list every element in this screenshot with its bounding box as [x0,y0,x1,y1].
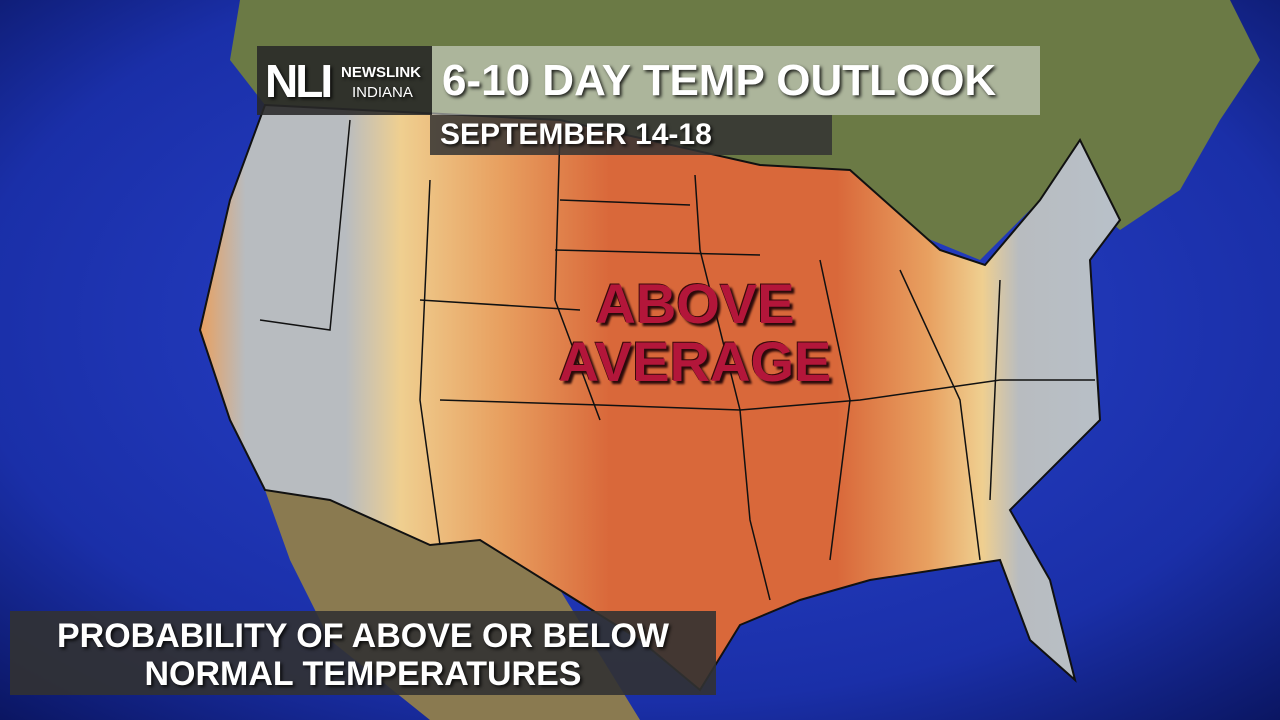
logo-line1: NEWSLINK [341,64,421,81]
label-line-1: ABOVE [595,272,795,335]
logo-initials: NLI [265,55,333,107]
footer-line-2: NORMAL TEMPERATURES [144,655,582,693]
page-title: 6-10 DAY TEMP OUTLOOK [432,46,1040,115]
logo-line2: INDIANA [352,84,413,101]
date-range: SEPTEMBER 14-18 [430,115,832,155]
label-line-2: AVERAGE [558,330,832,393]
newslink-indiana-logo: NLI NEWSLINK INDIANA [257,46,432,115]
footer-caption: PROBABILITY OF ABOVE OR BELOW NORMAL TEM… [10,611,716,695]
contiguous-us [198,103,1122,692]
footer-line-1: PROBABILITY OF ABOVE OR BELOW [56,617,670,655]
above-average-label: ABOVE AVERAGE [545,275,845,391]
state-borders [259,119,1095,601]
